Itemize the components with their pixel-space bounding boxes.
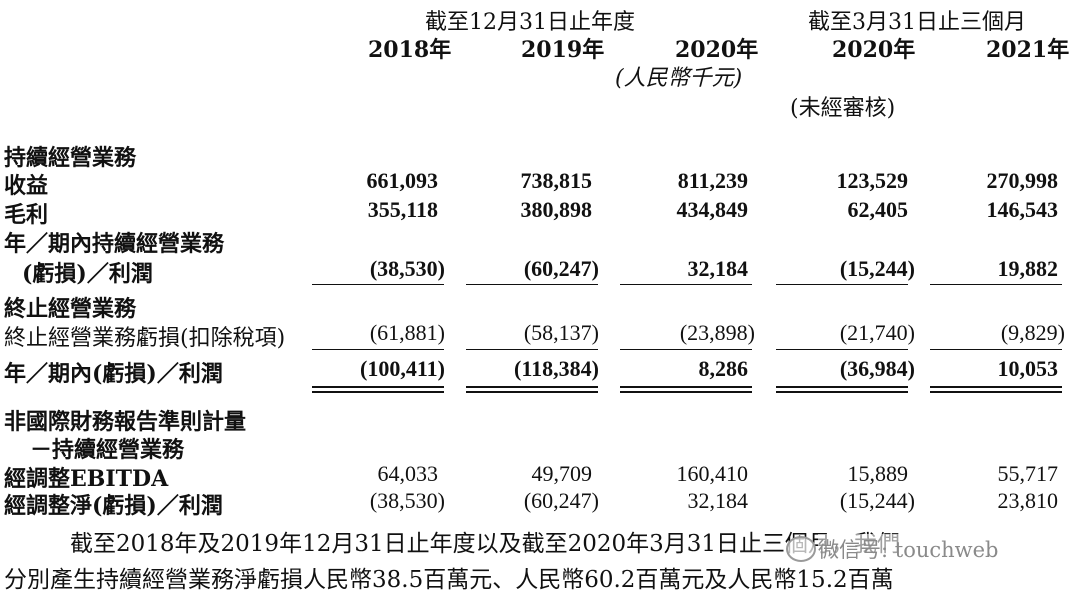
cell-revenue-2019: 738,815: [520, 168, 593, 193]
subtotal-line-2021q: [930, 284, 1062, 285]
row-label-period-total: 年／期內(虧損)／利潤: [4, 361, 223, 387]
cell-gross-profit-2020: 434,849: [676, 197, 749, 222]
unaudited-note: (未經審核): [790, 96, 896, 121]
cell-gross-profit-2019: 380,898: [520, 197, 593, 222]
cell-ebitda-2020: 160,410: [676, 461, 749, 486]
header-year-2018: 2018年: [368, 37, 452, 63]
subtotal-line-2020: [620, 284, 752, 285]
cell-loss-profit-2020: 32,184: [687, 256, 749, 281]
subtotal-line-2020q: [776, 284, 908, 285]
cell-ebitda-2020q: 15,889: [847, 461, 909, 486]
cell-revenue-2021q: 270,998: [986, 168, 1059, 193]
cell-discontinued-2021q: (9,829): [1000, 320, 1065, 345]
row-label-revenue: 收益: [4, 173, 49, 199]
cell-period-total-2018: (100,411): [360, 356, 445, 381]
cell-revenue-2020: 811,239: [677, 168, 748, 193]
row-label-gross-profit: 毛利: [4, 202, 49, 228]
row-label-continuing-sub: －持續經營業務: [30, 437, 185, 463]
cell-period-total-2020: 8,286: [698, 356, 749, 381]
total-line-2018: [312, 349, 444, 350]
row-label-discontinued-loss: 終止經營業務虧損(扣除稅項): [4, 326, 286, 351]
row-label-continuing-ops: 持續經營業務: [4, 145, 137, 171]
total-line-2020: [620, 349, 752, 350]
header-group-quarterly: 截至3月31日止三個月: [808, 10, 1026, 35]
cell-adjusted-net-2019: (60,247): [523, 488, 599, 513]
paragraph-line-2: 分別產生持續經營業務淨虧損人民幣38.5百萬元、人民幣60.2百萬元及人民幣15…: [4, 567, 894, 593]
cell-discontinued-2019: (58,137): [523, 320, 599, 345]
cell-discontinued-2020q: (21,740): [839, 320, 915, 345]
paragraph-line-1: 截至2018年及2019年12月31日止年度以及截至2020年3月31日止三個月…: [70, 531, 901, 557]
subtotal-line-2018: [312, 284, 444, 285]
total-line-2021q: [930, 349, 1062, 350]
cell-period-total-2019: (118,384): [514, 356, 599, 381]
double-line-2019: [466, 386, 598, 393]
cell-discontinued-2018: (61,881): [369, 320, 445, 345]
wechat-icon: [786, 536, 816, 562]
cell-gross-profit-2021q: 146,543: [986, 197, 1059, 222]
cell-ebitda-2018: 64,033: [377, 461, 439, 486]
header-group-annual: 截至12月31日止年度: [425, 10, 635, 35]
currency-note: (人民幣千元): [615, 66, 743, 91]
row-label-adjusted-net: 經調整淨(虧損)／利潤: [4, 493, 223, 519]
cell-ebitda-2021q: 55,717: [997, 461, 1059, 486]
cell-adjusted-net-2020q: (15,244): [839, 488, 915, 513]
cell-revenue-2020q: 123,529: [836, 168, 909, 193]
cell-revenue-2018: 661,093: [366, 168, 439, 193]
total-line-2020q: [776, 349, 908, 350]
cell-loss-profit-2018: (38,530): [369, 256, 445, 281]
cell-loss-profit-2020q: (15,244): [839, 256, 915, 281]
cell-adjusted-net-2018: (38,530): [369, 488, 445, 513]
double-line-2021q: [930, 386, 1062, 393]
cell-loss-profit-2021q: 19,882: [997, 256, 1059, 281]
cell-adjusted-net-2021q: 23,810: [997, 488, 1059, 513]
row-label-discontinued-ops: 終止經營業務: [4, 296, 137, 322]
double-line-2020q: [776, 386, 908, 393]
header-year-2019: 2019年: [521, 37, 605, 63]
cell-period-total-2020q: (36,984): [839, 356, 915, 381]
double-line-2020: [620, 386, 752, 393]
double-line-2018: [312, 386, 444, 393]
watermark-text: 微信号: touchweb: [818, 534, 999, 564]
cell-discontinued-2020: (23,898): [679, 320, 755, 345]
cell-adjusted-net-2020: 32,184: [687, 488, 749, 513]
row-label-adjusted-ebitda: 經調整EBITDA: [4, 466, 169, 492]
cell-ebitda-2019: 49,709: [531, 461, 593, 486]
row-label-non-ifrs: 非國際財務報告準則計量: [4, 409, 247, 435]
cell-gross-profit-2018: 355,118: [367, 197, 438, 222]
row-label-period-continuing: 年／期內持續經營業務: [4, 231, 225, 257]
subtotal-line-2019: [466, 284, 598, 285]
header-year-2020-q: 2020年: [832, 37, 916, 63]
total-line-2019: [466, 349, 598, 350]
cell-gross-profit-2020q: 62,405: [847, 197, 909, 222]
header-year-2021-q: 2021年: [986, 37, 1070, 63]
row-label-loss-profit: (虧損)／利潤: [22, 261, 153, 287]
cell-loss-profit-2019: (60,247): [523, 256, 599, 281]
header-year-2020-annual: 2020年: [675, 37, 759, 63]
cell-period-total-2021q: 10,053: [997, 356, 1059, 381]
